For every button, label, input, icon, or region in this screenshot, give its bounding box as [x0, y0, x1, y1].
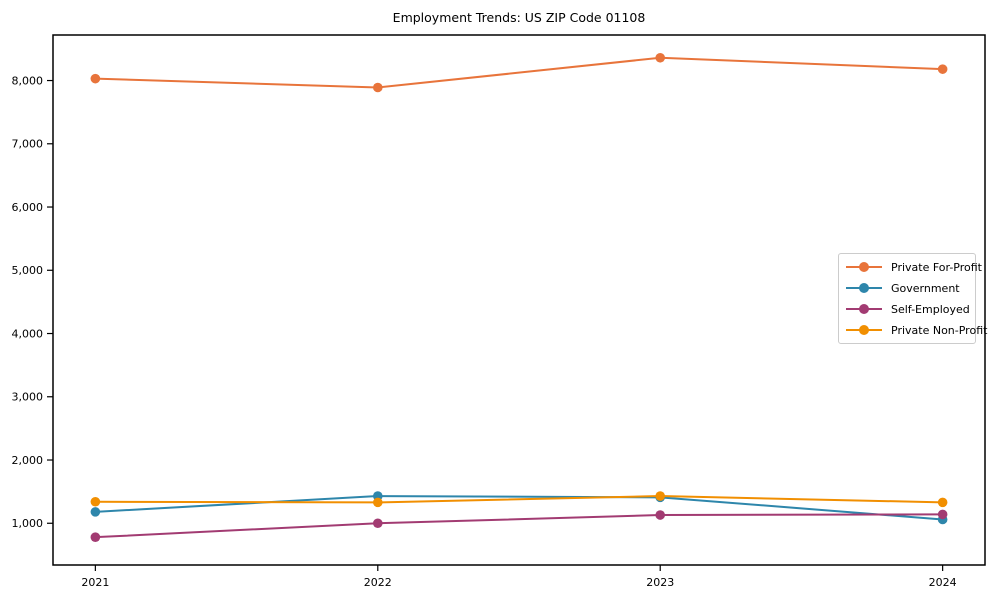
- x-tick-label-2024: 2024: [929, 576, 957, 589]
- marker-self-employed-2022: [372, 518, 383, 529]
- series-line-private-for-profit: [95, 56, 943, 89]
- legend-label: Private Non-Profit: [891, 323, 988, 337]
- plot-border: [52, 34, 986, 566]
- y-tick-label-1000: 1,000: [12, 517, 44, 530]
- legend-dot-swatch: [859, 304, 869, 314]
- legend-marker-private-non-profit: [846, 325, 882, 335]
- y-tick-label-7000: 7,000: [12, 138, 44, 151]
- y-tick-label-5000: 5,000: [12, 264, 44, 277]
- legend-label: Government: [891, 281, 960, 295]
- marker-private-non-profit-2024: [937, 497, 948, 508]
- legend-dot-swatch: [859, 325, 869, 335]
- legend-item-private-for-profit: Private For-Profit: [846, 260, 982, 274]
- legend-label: Self-Employed: [891, 302, 970, 316]
- y-tick-label-6000: 6,000: [12, 201, 44, 214]
- x-tick-label-2021: 2021: [81, 576, 109, 589]
- x-tick-label-2023: 2023: [646, 576, 674, 589]
- marker-private-for-profit-2022: [372, 82, 383, 93]
- marker-private-for-profit-2021: [90, 73, 101, 84]
- chart-legend: Private For-Profit Government Self-Emplo…: [838, 253, 987, 344]
- marker-self-employed-2021: [90, 532, 101, 542]
- legend-item-private-non-profit: Private Non-Profit: [846, 323, 987, 337]
- series-line-government: [95, 495, 943, 521]
- legend-dot-swatch: [859, 262, 869, 272]
- legend-label: Private For-Profit: [891, 260, 982, 274]
- legend-marker-government: [846, 283, 882, 293]
- marker-self-employed-2024: [937, 509, 948, 520]
- y-tick-label-3000: 3,000: [12, 391, 44, 404]
- marker-private-non-profit-2021: [90, 496, 101, 507]
- legend-marker-private-for-profit: [846, 262, 882, 272]
- legend-dot-swatch: [859, 283, 869, 293]
- series-line-self-employed: [95, 513, 943, 539]
- marker-private-for-profit-2023: [655, 52, 666, 63]
- legend-item-self-employed: Self-Employed: [846, 302, 970, 316]
- marker-self-employed-2023: [655, 510, 666, 520]
- y-tick-label-8000: 8,000: [12, 74, 44, 87]
- y-tick-label-4000: 4,000: [12, 327, 44, 340]
- marker-private-for-profit-2024: [937, 64, 948, 74]
- legend-marker-self-employed: [846, 304, 882, 314]
- series-line-private-non-profit: [95, 495, 943, 504]
- chart-title: Employment Trends: US ZIP Code 01108: [392, 10, 646, 25]
- marker-private-non-profit-2023: [655, 491, 666, 501]
- marker-private-non-profit-2022: [372, 497, 383, 508]
- y-tick-label-2000: 2,000: [12, 454, 44, 467]
- marker-government-2021: [90, 507, 101, 517]
- legend-item-government: Government: [846, 281, 967, 295]
- x-tick-label-2022: 2022: [364, 576, 392, 589]
